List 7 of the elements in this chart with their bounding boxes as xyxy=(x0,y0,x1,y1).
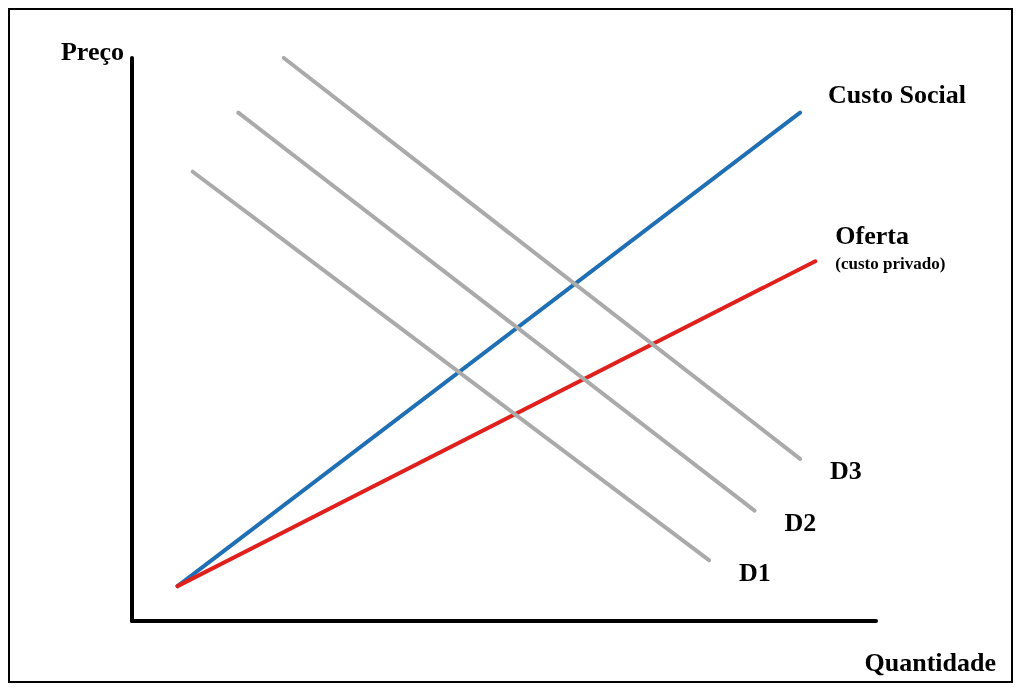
y-axis-title: Preço xyxy=(60,36,124,66)
x-axis-title: Quantidade xyxy=(864,647,996,677)
series-label: D3 xyxy=(830,456,862,486)
series-label: Oferta (custo privado) xyxy=(835,220,946,273)
series-label: Custo Social xyxy=(828,80,967,110)
series-label: D2 xyxy=(784,508,817,538)
series-label: D1 xyxy=(738,557,771,587)
